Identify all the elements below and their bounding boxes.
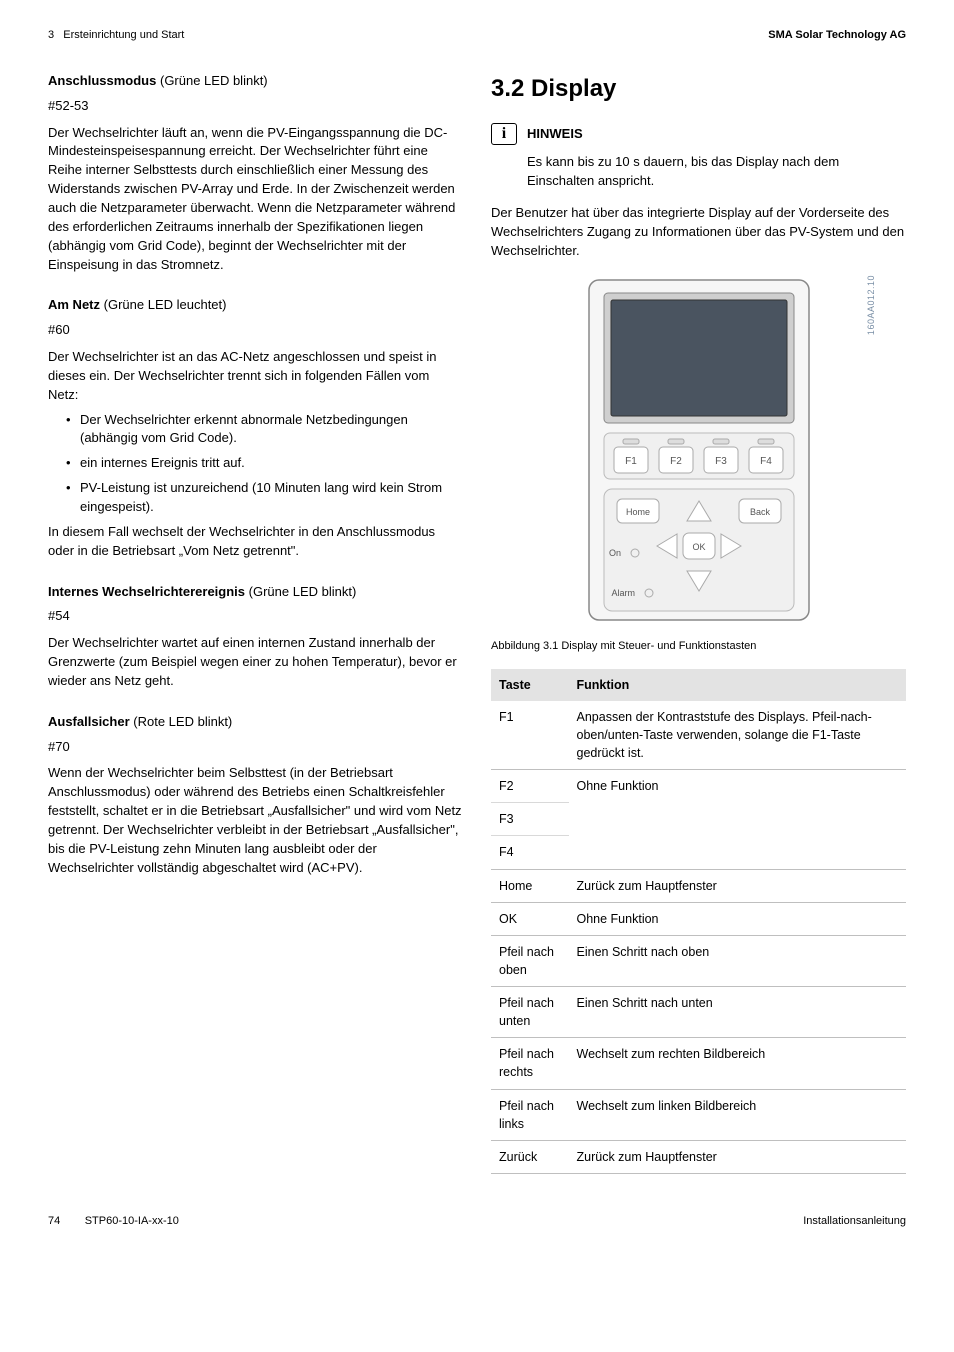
device-svg: F1 F2 F3 F4 Home Back <box>569 275 829 625</box>
anschluss-note: (Grüne LED blinkt) <box>160 73 268 88</box>
cell-key: F1 <box>491 701 569 770</box>
cell-key: OK <box>491 902 569 935</box>
cell-key: Pfeil nach oben <box>491 935 569 986</box>
alarm-label: Alarm <box>611 588 635 598</box>
amnetz-intro: Der Wechselrichter ist an das AC-Netz an… <box>48 348 463 405</box>
header-company: SMA Solar Technology AG <box>768 28 906 44</box>
f3-label: F3 <box>715 456 727 467</box>
cell-fn: Einen Schritt nach unten <box>569 987 907 1038</box>
table-row: OK Ohne Funktion <box>491 902 906 935</box>
table-header-funktion: Funktion <box>569 669 907 701</box>
page-header: 3 Ersteinrichtung und Start SMA Solar Te… <box>48 28 906 44</box>
list-item: ein internes Ereignis tritt auf. <box>66 454 463 473</box>
device-figure: 160AA012.10 F1 F2 F3 <box>491 275 906 631</box>
footer-right: Installationsanleitung <box>803 1214 906 1230</box>
footer-left: 74 STP60-10-IA-xx-10 <box>48 1214 179 1230</box>
cell-key: Pfeil nach links <box>491 1089 569 1140</box>
cell-key: Pfeil nach unten <box>491 987 569 1038</box>
table-row: Home Zurück zum Hauptfenster <box>491 869 906 902</box>
internes-title: Internes Wechselrichterereignis <box>48 584 245 599</box>
hinweis-label: HINWEIS <box>527 123 583 144</box>
cell-key: Zurück <box>491 1140 569 1173</box>
anschluss-title: Anschlussmodus <box>48 73 156 88</box>
ausfall-code: #70 <box>48 738 463 757</box>
section-title: Ersteinrichtung und Start <box>63 29 184 41</box>
internes-body: Der Wechselrichter wartet auf einen inte… <box>48 634 463 691</box>
anschluss-body: Der Wechselrichter läuft an, wenn die PV… <box>48 124 463 275</box>
display-heading: 3.2 Display <box>491 72 906 107</box>
figure-side-label: 160AA012.10 <box>865 275 878 335</box>
f2-label: F2 <box>670 456 682 467</box>
anschlussmodus-section: Anschlussmodus (Grüne LED blinkt) #52-53… <box>48 72 463 274</box>
table-row: F1 Anpassen der Kontraststufe des Displa… <box>491 701 906 770</box>
figure-caption: Abbildung 3.1 Display mit Steuer- und Fu… <box>491 639 906 655</box>
cell-fn: Zurück zum Hauptfenster <box>569 869 907 902</box>
amnetz-code: #60 <box>48 321 463 340</box>
hinweis-body: Es kann bis zu 10 s dauern, bis das Disp… <box>527 153 906 191</box>
internes-code: #54 <box>48 607 463 626</box>
list-item: PV-Leistung ist unzureichend (10 Minuten… <box>66 479 463 517</box>
table-row: Pfeil nach rechts Wechselt zum rechten B… <box>491 1038 906 1089</box>
display-intro: Der Benutzer hat über das integrierte Di… <box>491 204 906 261</box>
section-number: 3 <box>48 29 54 41</box>
table-row: Zurück Zurück zum Hauptfenster <box>491 1140 906 1173</box>
ausfall-title: Ausfallsicher <box>48 714 130 729</box>
amnetz-bullets: Der Wechselrichter erkennt abnormale Net… <box>48 411 463 517</box>
table-row: F2 Ohne Funktion <box>491 770 906 803</box>
ausfall-section: Ausfallsicher (Rote LED blinkt) #70 Wenn… <box>48 713 463 878</box>
cell-fn: Einen Schritt nach oben <box>569 935 907 986</box>
cell-key: F2 <box>491 770 569 803</box>
internes-note: (Grüne LED blinkt) <box>249 584 357 599</box>
header-left: 3 Ersteinrichtung und Start <box>48 28 184 44</box>
amnetz-title: Am Netz <box>48 297 100 312</box>
home-label: Home <box>625 507 649 517</box>
internes-section: Internes Wechselrichterereignis (Grüne L… <box>48 583 463 691</box>
page-footer: 74 STP60-10-IA-xx-10 Installationsanleit… <box>48 1214 906 1230</box>
table-row: Pfeil nach links Wechselt zum linken Bil… <box>491 1089 906 1140</box>
f1-label: F1 <box>625 456 637 467</box>
list-item: Der Wechselrichter erkennt abnormale Net… <box>66 411 463 449</box>
page-number: 74 <box>48 1215 60 1227</box>
left-column: Anschlussmodus (Grüne LED blinkt) #52-53… <box>48 72 463 1174</box>
f4-label: F4 <box>760 456 772 467</box>
cell-key: Home <box>491 869 569 902</box>
hinweis-row: i HINWEIS <box>491 123 906 145</box>
cell-fn: Zurück zum Hauptfenster <box>569 1140 907 1173</box>
on-label: On <box>608 548 620 558</box>
cell-key: Pfeil nach rechts <box>491 1038 569 1089</box>
cell-fn: Wechselt zum linken Bildbereich <box>569 1089 907 1140</box>
key-function-table: Taste Funktion F1 Anpassen der Kontrasts… <box>491 669 906 1174</box>
anschluss-code: #52-53 <box>48 97 463 116</box>
amnetz-section: Am Netz (Grüne LED leuchtet) #60 Der Wec… <box>48 296 463 560</box>
amnetz-note: (Grüne LED leuchtet) <box>104 297 227 312</box>
content-columns: Anschlussmodus (Grüne LED blinkt) #52-53… <box>48 72 906 1174</box>
table-row: Pfeil nach unten Einen Schritt nach unte… <box>491 987 906 1038</box>
table-header-taste: Taste <box>491 669 569 701</box>
cell-fn: Ohne Funktion <box>569 770 907 869</box>
info-icon: i <box>491 123 517 145</box>
amnetz-outro: In diesem Fall wechselt der Wechselricht… <box>48 523 463 561</box>
ausfall-body: Wenn der Wechselrichter beim Selbsttest … <box>48 764 463 877</box>
ausfall-note: (Rote LED blinkt) <box>133 714 232 729</box>
doc-id: STP60-10-IA-xx-10 <box>85 1215 179 1227</box>
ok-label: OK <box>692 542 705 552</box>
right-column: 3.2 Display i HINWEIS Es kann bis zu 10 … <box>491 72 906 1174</box>
cell-fn: Anpassen der Kontraststufe des Displays.… <box>569 701 907 770</box>
back-label: Back <box>749 507 770 517</box>
cell-key: F4 <box>491 836 569 869</box>
cell-key: F3 <box>491 803 569 836</box>
cell-fn: Wechselt zum rechten Bildbereich <box>569 1038 907 1089</box>
table-row: Pfeil nach oben Einen Schritt nach oben <box>491 935 906 986</box>
cell-fn: Ohne Funktion <box>569 902 907 935</box>
